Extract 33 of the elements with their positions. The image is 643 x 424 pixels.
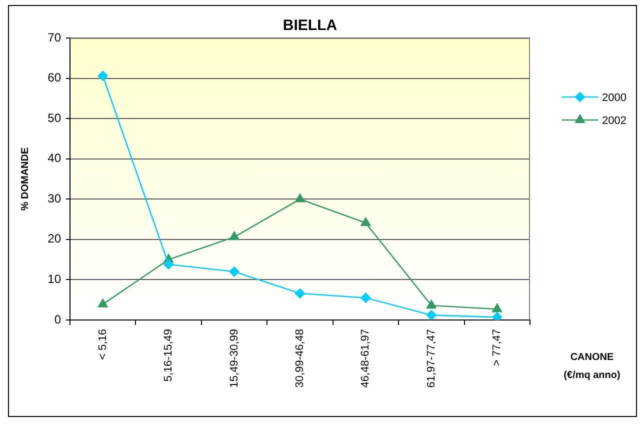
point bbox=[426, 300, 436, 309]
x-tick-label: > 77,47 bbox=[491, 329, 504, 366]
x-tick-label: 5,16-15,49 bbox=[162, 329, 175, 382]
point bbox=[98, 70, 108, 81]
legend-label: 2002 bbox=[602, 115, 626, 128]
point bbox=[426, 310, 437, 320]
y-axis-title: % DOMANDE bbox=[20, 147, 31, 211]
x-tick-label: 15,49-30,99 bbox=[228, 329, 240, 388]
point bbox=[492, 312, 502, 320]
y-tick-label: 10 bbox=[48, 272, 62, 286]
point bbox=[229, 266, 240, 277]
y-tick-label: 40 bbox=[48, 151, 62, 166]
point bbox=[98, 298, 108, 308]
point bbox=[492, 303, 502, 312]
point bbox=[360, 217, 371, 226]
point bbox=[294, 193, 306, 202]
y-tick-label: 70 bbox=[48, 30, 62, 44]
point bbox=[229, 231, 240, 240]
x-tick-label: < 5,16 bbox=[96, 329, 109, 360]
point bbox=[163, 259, 174, 270]
y-tick-label: 0 bbox=[54, 312, 62, 326]
point bbox=[294, 288, 306, 299]
x-tick-label: 61,97-77,47 bbox=[425, 329, 438, 388]
legend-label: 2000 bbox=[602, 92, 626, 104]
y-tick-label: 20 bbox=[48, 232, 62, 246]
x-tick-label: 46,48-61,97 bbox=[360, 329, 372, 388]
point bbox=[360, 292, 371, 303]
x-axis-title: CANONE (€/mq anno) bbox=[564, 352, 620, 381]
y-tick-label: 50 bbox=[48, 110, 62, 125]
x-tick-label: 30,99-46,48 bbox=[294, 329, 306, 388]
y-tick-label: 30 bbox=[48, 191, 62, 206]
chart-title: BIELLA bbox=[282, 17, 338, 34]
y-tick-label: 60 bbox=[48, 70, 62, 85]
